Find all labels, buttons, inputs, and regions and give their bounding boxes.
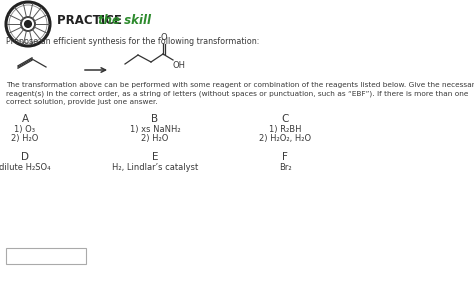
- Text: 2) H₂O: 2) H₂O: [11, 134, 39, 143]
- Text: E: E: [152, 152, 158, 162]
- Text: reagent(s) in the correct order, as a string of letters (without spaces or punct: reagent(s) in the correct order, as a st…: [6, 91, 468, 97]
- Text: Br₂: Br₂: [279, 163, 292, 172]
- Text: 1) xs NaNH₂: 1) xs NaNH₂: [130, 125, 180, 134]
- Text: 2) H₂O₂, H₂O: 2) H₂O₂, H₂O: [259, 134, 311, 143]
- Text: dilute H₂SO₄: dilute H₂SO₄: [0, 163, 51, 172]
- Text: The transformation above can be performed with some reagent or combination of th: The transformation above can be performe…: [6, 82, 474, 88]
- Text: OH: OH: [173, 61, 186, 70]
- Text: A: A: [21, 114, 28, 124]
- Text: B: B: [151, 114, 159, 124]
- Text: O: O: [161, 33, 167, 42]
- Text: H₂, Lindlar’s catalyst: H₂, Lindlar’s catalyst: [112, 163, 198, 172]
- Text: 1) R₂BH: 1) R₂BH: [269, 125, 301, 134]
- Text: the skill: the skill: [98, 14, 151, 27]
- Bar: [6, 248, 86, 264]
- Text: 2) H₂O: 2) H₂O: [141, 134, 169, 143]
- Text: C: C: [281, 114, 289, 124]
- Circle shape: [25, 21, 31, 28]
- Text: 1) O₃: 1) O₃: [15, 125, 36, 134]
- Text: F: F: [282, 152, 288, 162]
- Text: Propose an efficient synthesis for the following transformation:: Propose an efficient synthesis for the f…: [6, 37, 259, 46]
- Text: PRACTICE: PRACTICE: [57, 14, 126, 27]
- Text: correct solution, provide just one answer.: correct solution, provide just one answe…: [6, 99, 158, 105]
- Text: D: D: [21, 152, 29, 162]
